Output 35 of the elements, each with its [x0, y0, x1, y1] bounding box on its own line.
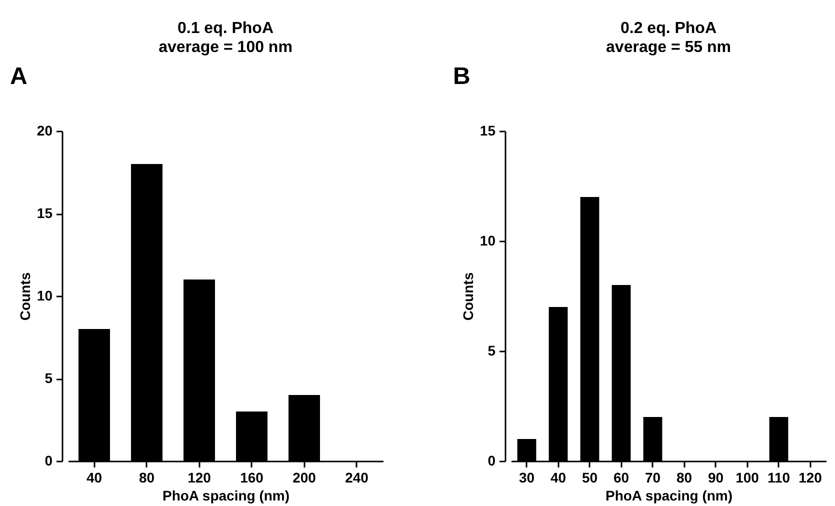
y-tick-label: 20	[36, 122, 53, 138]
x-tick-label: 160	[240, 470, 264, 486]
x-axis-title: PhoA spacing (nm)	[605, 488, 733, 504]
x-tick-label: 30	[518, 470, 535, 486]
x-tick-label: 50	[582, 470, 598, 486]
chart-subtitle: average = 55 nm	[606, 39, 731, 56]
x-tick-label: 80	[676, 470, 692, 486]
x-tick-label: 40	[550, 470, 566, 486]
x-tick-label: 60	[613, 470, 630, 486]
y-tick-label: 5	[44, 370, 53, 386]
text: A	[10, 63, 28, 90]
x-tick-label: 120	[798, 470, 822, 486]
chart-title: 0.2 eq. PhoA	[620, 20, 717, 37]
y-tick-label: 5	[488, 342, 496, 358]
x-tick-label: 240	[345, 470, 369, 486]
y-tick-label: 10	[480, 232, 496, 248]
y-tick-label: 15	[480, 122, 496, 138]
y-axis-title: Counts	[16, 272, 33, 321]
x-axis-title: PhoA spacing (nm)	[162, 488, 290, 504]
text: B	[453, 63, 470, 90]
x-tick-label: 200	[292, 470, 316, 486]
x-tick-label: 110	[767, 470, 790, 486]
x-tick-label: 70	[644, 470, 661, 486]
y-tick-label: 15	[36, 205, 53, 221]
y-axis-title: Counts	[460, 272, 476, 321]
y-tick-label: 10	[36, 288, 53, 304]
x-tick-label: 40	[86, 470, 102, 486]
x-tick-label: 90	[708, 470, 724, 486]
y-tick-label: 0	[488, 452, 496, 468]
x-tick-label: 80	[138, 470, 155, 486]
chart-title: 0.1 eq. PhoA	[177, 20, 274, 37]
x-tick-label: 120	[188, 470, 212, 486]
x-tick-label: 100	[736, 470, 760, 486]
y-tick-label: 0	[44, 452, 53, 468]
chart-subtitle: average = 100 nm	[158, 39, 292, 56]
